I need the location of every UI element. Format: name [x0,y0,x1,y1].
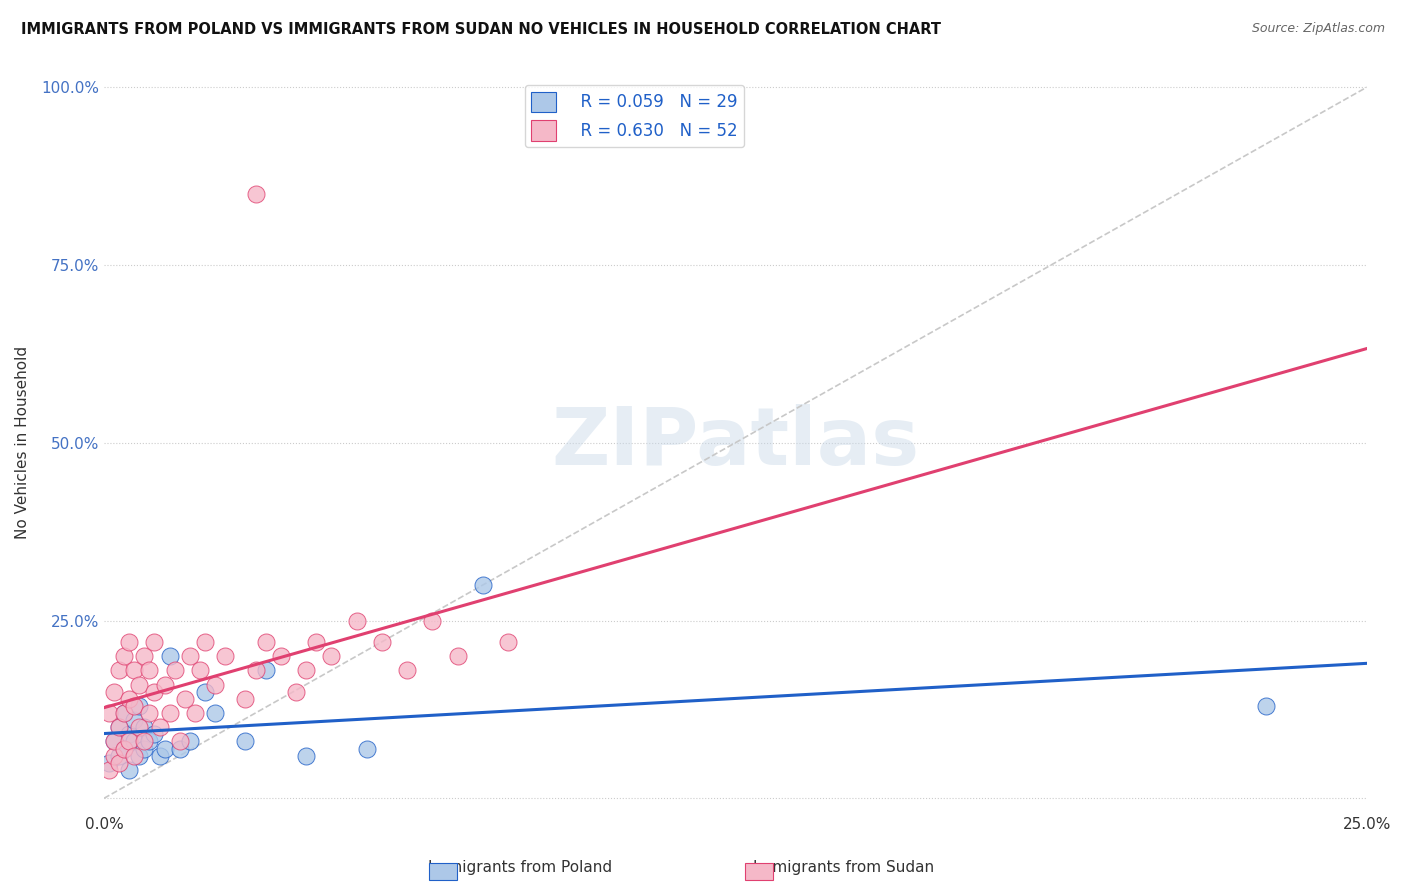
Point [184,706,207,720]
Point [143,684,166,698]
Text: Immigrants from Poland: Immigrants from Poland [429,861,612,875]
Point [103,748,125,763]
Point [321,649,343,664]
Point [112,649,135,664]
Point [103,684,125,698]
Point [124,748,146,763]
Point [124,698,146,713]
Point [214,649,236,664]
Point [194,635,217,649]
Point [138,663,160,677]
Point [124,713,146,727]
Point [153,677,176,691]
Point [134,720,156,734]
Point [179,734,201,748]
Point [128,720,150,734]
Point [148,720,170,734]
Point [188,663,211,677]
Point [420,614,443,628]
Point [108,748,131,763]
Text: IMMIGRANTS FROM POLAND VS IMMIGRANTS FROM SUDAN NO VEHICLES IN HOUSEHOLD CORRELA: IMMIGRANTS FROM POLAND VS IMMIGRANTS FRO… [21,22,941,37]
Point [194,684,217,698]
Point [163,663,186,677]
Point [169,734,191,748]
Point [346,614,368,628]
Point [98,756,121,770]
Point [179,649,201,664]
Point [118,734,141,748]
Point [284,684,307,698]
Point [103,734,125,748]
Point [204,706,226,720]
Point [446,649,468,664]
Point [134,649,156,664]
Point [98,763,121,777]
Point [371,635,394,649]
Point [254,635,277,649]
Point [295,748,318,763]
Point [128,698,150,713]
Point [128,677,150,691]
Point [112,706,135,720]
Point [108,663,131,677]
Point [159,706,181,720]
Point [103,734,125,748]
Point [159,649,181,664]
Point [124,734,146,748]
Point [112,741,135,756]
Point [143,635,166,649]
Point [134,734,156,748]
Point [108,720,131,734]
Point [295,663,318,677]
Point [496,635,519,649]
Point [124,663,146,677]
Point [153,741,176,756]
Point [143,727,166,741]
Point [112,741,135,756]
Point [1254,698,1277,713]
Point [112,706,135,720]
Point [118,635,141,649]
Point [396,663,419,677]
Point [108,756,131,770]
Point [245,186,267,201]
Point [138,734,160,748]
Text: Immigrants from Sudan: Immigrants from Sudan [754,861,934,875]
Point [134,741,156,756]
Point [254,663,277,677]
Point [204,677,226,691]
Point [98,706,121,720]
Text: Source: ZipAtlas.com: Source: ZipAtlas.com [1251,22,1385,36]
Point [245,663,267,677]
Point [118,763,141,777]
Point [235,734,257,748]
Point [270,649,292,664]
Point [471,578,494,592]
Point [118,691,141,706]
Point [173,691,195,706]
Point [356,741,378,756]
Point [138,706,160,720]
Y-axis label: No Vehicles in Household: No Vehicles in Household [15,346,30,540]
Point [148,748,170,763]
Text: ZIPatlas: ZIPatlas [551,404,920,482]
Point [305,635,328,649]
Point [128,748,150,763]
Point [169,741,191,756]
Point [235,691,257,706]
Point [118,727,141,741]
Legend:   R = 0.059   N = 29,   R = 0.630   N = 52: R = 0.059 N = 29, R = 0.630 N = 52 [524,85,744,147]
Point [108,720,131,734]
